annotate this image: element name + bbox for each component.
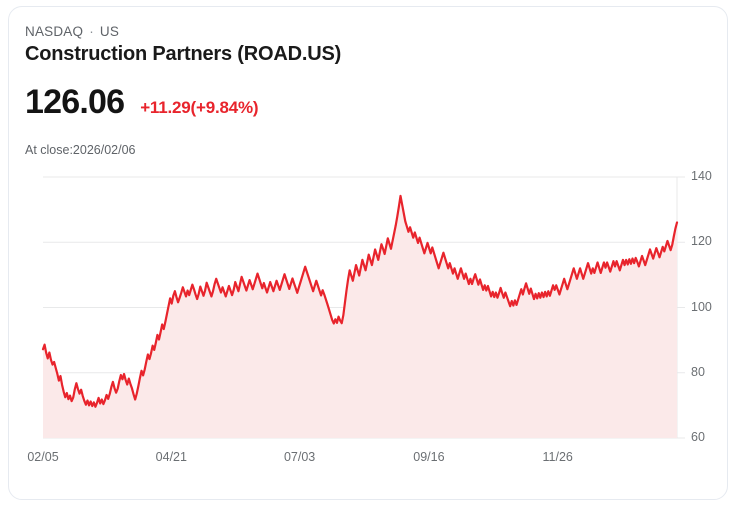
page-title: Construction Partners (ROAD.US) <box>25 43 342 65</box>
price-line <box>41 194 679 408</box>
stock-quote-card: NASDAQ · US Construction Partners (ROAD.US… <box>8 6 728 500</box>
exchange-row: NASDAQ · US <box>25 24 119 39</box>
x-tick-label: 04/21 <box>155 450 187 464</box>
x-tick-label: 07/03 <box>283 450 316 464</box>
price-area-fill <box>43 195 677 438</box>
x-tick-label: 09/16 <box>413 450 445 464</box>
market-status: At close:2026/02/06 <box>25 143 136 157</box>
y-tick-label: 140 <box>691 169 712 183</box>
y-tick-label: 120 <box>691 234 712 249</box>
y-tick-label: 60 <box>691 430 705 444</box>
region-label: US <box>99 24 120 39</box>
x-tick-label: 02/05 <box>27 450 59 464</box>
exchange-separator: · <box>89 24 94 39</box>
price-row: 126.06 +11.29(+9.84%) <box>25 83 259 122</box>
chart-svg <box>41 176 685 439</box>
exchange-name: NASDAQ <box>25 24 84 39</box>
price-chart[interactable]: 140 120 100 80 60 02/05 04/21 07/03 09/16 11/26 <box>9 7 727 499</box>
last-price: 126.06 <box>25 83 125 121</box>
price-change: +11.29(+9.84%) <box>140 98 259 117</box>
y-tick-label: 80 <box>691 364 705 379</box>
axis-lines <box>676 176 685 439</box>
x-tick-label: 11/26 <box>542 450 573 464</box>
y-tick-label: 100 <box>691 299 712 314</box>
